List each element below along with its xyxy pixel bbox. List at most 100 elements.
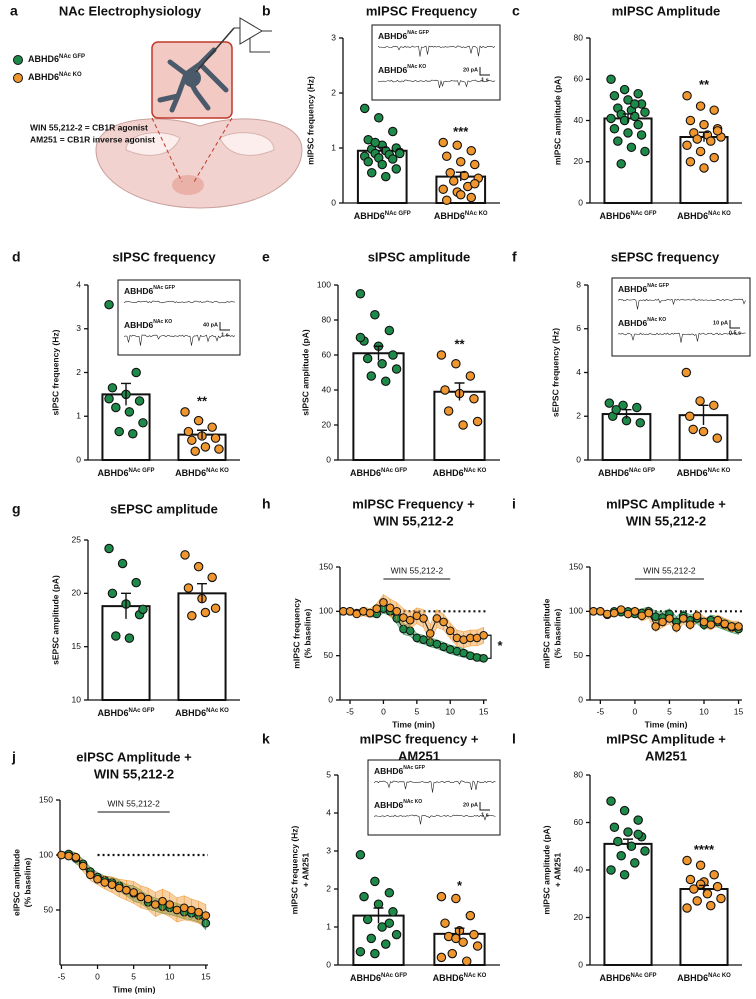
data-point [472,416,483,427]
inset-label-sup: NAc GFP [153,285,175,291]
data-point [709,869,719,880]
schematic: a NAc Electrophysiology [10,3,303,209]
trace [373,814,496,825]
x-axis-label: Time (min) [113,984,156,994]
scale-label: 1 s [481,812,489,818]
data-point [448,176,459,186]
panel-letter: j [11,749,16,765]
panel-letter: h [262,496,271,512]
data-point [678,614,688,623]
data-point [388,126,398,137]
x-tick-label-base: ABHD6 [175,468,206,478]
scale-label: 0.5 s [729,330,741,336]
bar [352,914,405,966]
x-tick-label: 5 [414,706,419,716]
error-bar [373,907,384,924]
data-point [436,952,447,963]
x-tick-label: ABHD6NAc KO [434,211,488,222]
data-point [187,435,197,446]
y-tick-label: 100 [569,606,583,616]
data-point [689,884,699,894]
error-bar [699,131,709,142]
significance: * [497,638,503,653]
zoom-line [193,117,233,183]
y-tick-label: 1 [326,921,331,931]
data-point [114,883,124,893]
data-point [626,142,637,153]
data-point [706,620,716,629]
scale-label: 40 pA [203,322,218,328]
data-point [709,105,719,115]
x-tick-label-sup: NAc GFP [129,468,155,474]
y-tick-label: 1 [331,142,336,152]
panel-title: mIPSC Amplitude + [606,496,726,511]
data-point [685,411,695,421]
trace [617,332,746,343]
data-point [432,614,442,623]
panel-letter: f [512,249,517,265]
significance: ** [699,77,710,92]
y-tick-label: 150 [569,561,583,571]
data-point [201,911,211,920]
data-point [180,407,190,417]
x-tick-label: 0 [95,971,100,981]
data-point [455,157,466,167]
inset-label-base: ABHD6 [374,800,404,810]
data-point [388,154,398,164]
y-axis-label: + AM251 [552,853,562,888]
data-point [377,922,387,932]
panel-title: sIPSC amplitude [368,249,471,264]
panel-title: mIPSC Frequency [366,3,478,18]
y-tick-label: 0 [576,454,581,464]
panel-title: mIPSC Amplitude [612,3,721,18]
trace [377,45,496,57]
data-point [695,146,706,157]
inset-label: ABHD6NAc KO [124,319,172,330]
data-point [183,583,194,593]
data-point [405,626,415,636]
panel-title: sEPSC amplitude [110,501,218,516]
data-point [373,113,384,123]
x-tick-label: ABHD6NAc KO [677,211,731,222]
x-tick-label: 10 [165,971,175,981]
data-point [124,633,135,643]
y-tick-label: 80 [574,769,584,779]
panel-title: NAc Electrophysiology [59,3,202,18]
data-point [609,124,620,134]
inset-label-base: ABHD6 [618,284,648,294]
data-point [129,888,138,897]
inset-label-base: ABHD6 [618,318,648,328]
data-point [451,358,461,369]
x-tick-label-base: ABHD6 [97,468,128,478]
data-point [635,418,645,428]
x-axis-label: Time (min) [645,719,688,729]
y-tick-label: 0 [331,197,336,207]
x-tick-label-base: ABHD6 [677,468,708,478]
data-point [682,140,692,151]
y-tick-label: 20 [574,912,584,922]
data-point [138,418,148,428]
data-point [359,891,369,902]
inset-box [371,24,501,101]
legend-label: ABHD6NAc GFP [28,54,85,65]
x-tick-label-base: ABHD6 [433,468,464,478]
x-axis-label: Time (min) [392,719,435,729]
x-tick-label-base: ABHD6 [434,211,465,221]
data-point [214,444,224,454]
data-point [609,822,620,832]
legend-marker [13,73,23,83]
data-point [469,929,479,940]
data-point [381,171,391,182]
legend-label-sup: NAc KO [59,72,82,78]
data-point [445,626,455,636]
data-point [93,874,102,884]
data-point [633,119,643,130]
x-tick-label: ABHD6NAc GFP [350,468,407,479]
data-point [71,852,81,862]
y-tick-label: 2 [331,87,336,97]
y-tick-label: 1 [76,411,81,421]
data-point [355,850,366,860]
data-point [210,603,221,614]
data-point [451,893,461,904]
data-point [613,836,623,847]
